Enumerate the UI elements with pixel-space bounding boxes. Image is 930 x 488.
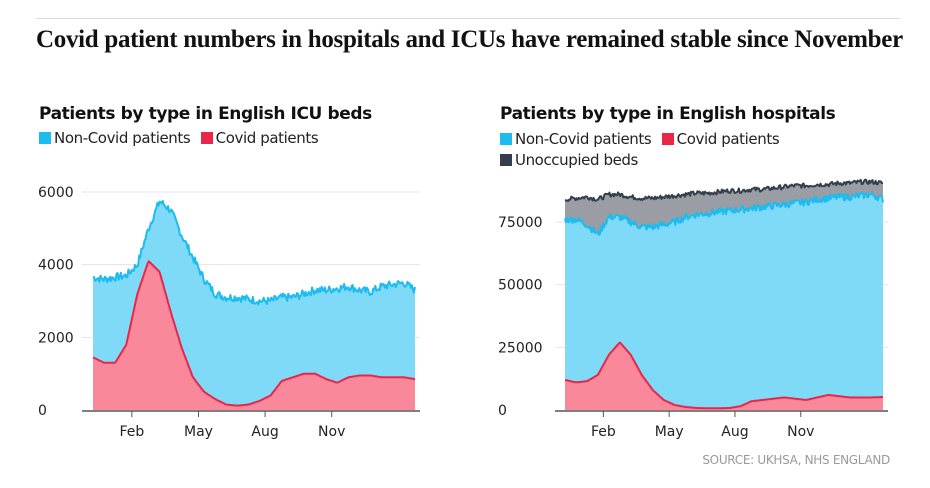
headline: Covid patient numbers in hospitals and I… [36, 26, 903, 53]
hospital-legend: Non-Covid patients Covid patients Unoccu… [500, 129, 830, 171]
x-tick-label: Nov [787, 424, 814, 440]
x-tick-label: Aug [721, 424, 748, 440]
x-tick-label: Aug [251, 424, 278, 440]
icu-chart-title: Patients by type in English ICU beds [39, 104, 372, 124]
y-tick-label: 50000 [498, 278, 543, 294]
non-covid-line [92, 200, 416, 306]
x-tick-label: May [655, 424, 684, 440]
non-covid-area [565, 191, 883, 410]
covid-swatch [200, 132, 213, 144]
y-tick-label: 75000 [498, 215, 543, 231]
y-tick-label: 25000 [498, 340, 543, 356]
top-divider [36, 18, 900, 19]
legend-label: Covid patients [676, 130, 780, 148]
legend-item-covid: Covid patients [661, 129, 780, 149]
legend-item-non-covid: Non-Covid patients [500, 129, 652, 149]
y-tick-label: 6000 [38, 185, 74, 201]
source-note: SOURCE: UKHSA, NHS ENGLAND [702, 453, 890, 467]
unoccupied-line [564, 178, 884, 203]
y-tick-label: 0 [498, 403, 507, 419]
legend-label: Covid patients [215, 129, 319, 147]
icu-legend: Non-Covid patients Covid patients [39, 129, 324, 148]
x-tick-label: May [184, 424, 213, 440]
y-tick-label: 2000 [38, 330, 74, 346]
hospital-chart-title: Patients by type in English hospitals [500, 104, 836, 124]
legend-label: Non-Covid patients [54, 129, 191, 147]
unoccupied-swatch [500, 154, 512, 166]
legend-label: Unoccupied beds [515, 151, 638, 169]
x-tick-label: Nov [318, 424, 345, 440]
legend-item-non-covid: Non-Covid patients [39, 129, 191, 147]
covid-line [92, 260, 416, 407]
legend-label: Non-Covid patients [515, 130, 652, 148]
covid-line [564, 341, 883, 410]
x-tick-label: Feb [119, 424, 144, 440]
non-covid-swatch [500, 133, 512, 145]
legend-item-covid: Covid patients [200, 129, 319, 147]
covid-area [93, 261, 415, 410]
x-tick-label: Feb [591, 424, 616, 440]
y-tick-label: 4000 [38, 258, 74, 274]
non-covid-swatch [39, 132, 51, 144]
covid-swatch [661, 133, 674, 145]
legend-item-unoccupied: Unoccupied beds [500, 150, 638, 170]
covid-area [565, 342, 883, 410]
non-covid-line [564, 190, 884, 236]
y-tick-label: 0 [38, 403, 47, 419]
